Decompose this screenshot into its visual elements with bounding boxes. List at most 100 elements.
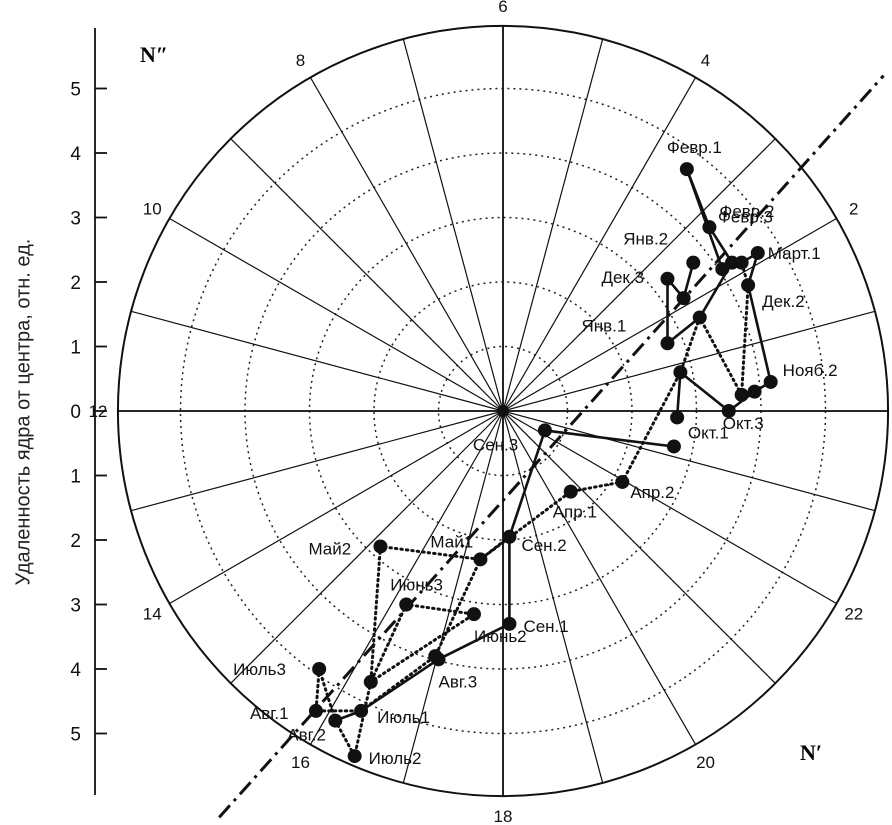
hour-label-18: 18 bbox=[494, 807, 513, 825]
hour-label-16: 16 bbox=[291, 753, 310, 772]
radial-line-8 bbox=[309, 77, 504, 412]
y-tick-up-5-label: 5 bbox=[70, 80, 81, 101]
data-point-15 bbox=[734, 387, 749, 402]
data-point-4 bbox=[750, 245, 765, 260]
hour-label-6: 6 bbox=[498, 0, 507, 16]
y-tick-down-4-label: 4 bbox=[70, 660, 81, 681]
radial-line-20 bbox=[502, 410, 697, 745]
y-tick-up-1-label: 1 bbox=[70, 338, 81, 359]
point-label-25: Июнь3 bbox=[390, 576, 443, 595]
data-point-0 bbox=[679, 162, 694, 177]
point-label-20: Апр.2 bbox=[630, 483, 674, 502]
data-point-27 bbox=[502, 616, 517, 631]
data-point-1 bbox=[702, 220, 717, 235]
point-label-34: Авг.2 bbox=[287, 726, 326, 745]
data-point-26 bbox=[466, 607, 481, 622]
point-label-27: Сен.1 bbox=[523, 617, 568, 636]
hour-label-14: 14 bbox=[143, 605, 162, 624]
hour-label-12: 12 bbox=[88, 402, 107, 421]
point-label-18: Окт.1 bbox=[688, 423, 729, 442]
y-tick-up-3-label: 3 bbox=[70, 209, 81, 230]
data-point-22 bbox=[502, 529, 517, 544]
solid-trajectory-2 bbox=[334, 622, 510, 722]
radial-line-21 bbox=[502, 410, 776, 684]
radial-line-17 bbox=[402, 410, 504, 784]
data-point-13 bbox=[763, 374, 778, 389]
point-label-16: Окт.3 bbox=[723, 414, 764, 433]
y-tick-down-5-label: 5 bbox=[70, 725, 81, 746]
data-point-29 bbox=[428, 649, 443, 664]
data-point-12 bbox=[673, 365, 688, 380]
hour-label-20: 20 bbox=[696, 753, 715, 772]
data-point-34 bbox=[328, 713, 343, 728]
radial-line-22 bbox=[502, 410, 837, 605]
point-label-32: Июль1 bbox=[377, 708, 430, 727]
point-label-22: Сен.2 bbox=[521, 536, 566, 555]
dash-dot-axis bbox=[218, 74, 885, 819]
radial-line-10 bbox=[169, 217, 504, 412]
point-label-11: Янв.1 bbox=[581, 316, 626, 335]
data-point-31 bbox=[363, 674, 378, 689]
radial-line-4 bbox=[502, 77, 697, 412]
data-point-3 bbox=[686, 255, 701, 270]
data-point-32 bbox=[354, 703, 369, 718]
data-points bbox=[308, 162, 778, 764]
hour-label-22: 22 bbox=[844, 605, 863, 624]
data-point-24 bbox=[373, 539, 388, 554]
point-label-35: Июль2 bbox=[369, 749, 422, 768]
y-tick-up-2-label: 2 bbox=[70, 273, 81, 294]
data-point-17 bbox=[670, 410, 685, 425]
data-point-30 bbox=[312, 662, 327, 676]
point-label-4: Март.1 bbox=[768, 244, 821, 263]
data-point-25 bbox=[399, 597, 414, 612]
data-point-10 bbox=[692, 310, 707, 325]
data-point-33 bbox=[308, 703, 323, 718]
hour-label-4: 4 bbox=[701, 51, 710, 70]
point-label-21: Апр.1 bbox=[553, 503, 597, 522]
data-point-6 bbox=[715, 262, 730, 277]
point-label-19: Сен.3 bbox=[473, 435, 518, 454]
data-point-23 bbox=[473, 552, 488, 567]
data-point-19 bbox=[537, 423, 552, 438]
y-tick-up-4-label: 4 bbox=[70, 144, 81, 165]
hour-label-8: 8 bbox=[296, 51, 305, 70]
point-label-24: Май2 bbox=[308, 539, 351, 558]
data-point-18 bbox=[666, 439, 681, 454]
data-point-21 bbox=[563, 484, 578, 499]
point-label-3: Янв.2 bbox=[623, 230, 668, 249]
radial-line-5 bbox=[502, 38, 604, 412]
dotted-trajectory bbox=[314, 261, 750, 761]
n-double-prime-label: N″ bbox=[140, 42, 168, 67]
data-point-5 bbox=[734, 255, 749, 270]
point-label-23: Май1 bbox=[430, 532, 473, 551]
radial-line-23 bbox=[502, 410, 876, 512]
point-label-0: Февр.1 bbox=[667, 138, 722, 157]
y-tick-down-1-label: 1 bbox=[70, 467, 81, 488]
point-label-1: Февр.2 bbox=[719, 202, 774, 221]
data-point-14 bbox=[747, 384, 762, 399]
point-label-7: Дек.3 bbox=[601, 268, 644, 287]
data-point-16 bbox=[721, 404, 736, 418]
radial-line-15 bbox=[230, 410, 504, 684]
point-label-26: Июнь2 bbox=[474, 627, 527, 646]
radial-line-9 bbox=[230, 138, 504, 412]
hour-label-10: 10 bbox=[143, 199, 162, 218]
y-tick-down-2-label: 2 bbox=[70, 531, 81, 552]
data-point-7 bbox=[660, 271, 675, 286]
radial-line-7 bbox=[402, 38, 504, 412]
point-label-28: Авг.3 bbox=[439, 672, 478, 691]
data-point-8 bbox=[741, 278, 756, 293]
n-prime-label: N′ bbox=[800, 740, 822, 765]
point-label-33: Авг.1 bbox=[250, 704, 289, 723]
radial-line-13 bbox=[130, 410, 504, 512]
radial-line-11 bbox=[130, 310, 504, 412]
point-label-30: Июль3 bbox=[233, 660, 286, 679]
y-tick-down-3-label: 3 bbox=[70, 596, 81, 617]
hour-labels: 0246810121416182022 bbox=[88, 0, 863, 825]
radial-line-19 bbox=[502, 410, 604, 784]
point-label-2: Февр.3 bbox=[718, 208, 773, 227]
data-point-11 bbox=[660, 336, 675, 351]
